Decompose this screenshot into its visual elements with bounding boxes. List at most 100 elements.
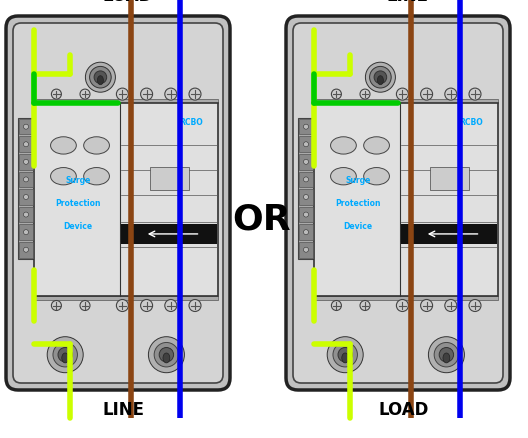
Text: RCBO: RCBO <box>179 118 203 127</box>
Text: Device: Device <box>63 222 93 231</box>
Ellipse shape <box>342 353 348 363</box>
Bar <box>306 195 316 209</box>
Bar <box>19 172 33 187</box>
Circle shape <box>374 71 386 84</box>
Circle shape <box>116 88 128 100</box>
Bar <box>299 189 313 205</box>
Circle shape <box>80 300 90 311</box>
Text: RCBO: RCBO <box>459 118 483 127</box>
Circle shape <box>360 89 370 99</box>
Circle shape <box>24 142 29 147</box>
Bar <box>19 154 33 170</box>
Circle shape <box>469 88 481 100</box>
Circle shape <box>469 300 481 311</box>
Circle shape <box>434 343 459 367</box>
Bar <box>26 195 36 209</box>
Circle shape <box>47 337 83 373</box>
Bar <box>480 166 490 180</box>
Circle shape <box>189 88 201 100</box>
Circle shape <box>24 177 29 182</box>
Circle shape <box>332 89 342 99</box>
FancyBboxPatch shape <box>286 16 510 390</box>
Text: Protection: Protection <box>55 199 101 208</box>
Ellipse shape <box>51 137 77 154</box>
Circle shape <box>360 300 370 311</box>
Ellipse shape <box>443 353 450 363</box>
Text: LINE: LINE <box>386 0 428 5</box>
Circle shape <box>140 88 153 100</box>
Circle shape <box>365 62 395 92</box>
Bar <box>299 137 313 152</box>
Circle shape <box>445 88 457 100</box>
Circle shape <box>90 67 111 88</box>
Bar <box>200 224 210 238</box>
Circle shape <box>370 67 391 88</box>
Bar <box>19 137 33 152</box>
Circle shape <box>304 212 308 217</box>
Circle shape <box>338 347 352 362</box>
Circle shape <box>397 88 408 100</box>
Circle shape <box>148 337 184 373</box>
Circle shape <box>24 194 29 199</box>
Bar <box>200 166 210 180</box>
Circle shape <box>94 71 107 84</box>
Bar <box>26 166 36 180</box>
Bar <box>121 224 217 244</box>
Bar <box>34 99 218 103</box>
Circle shape <box>421 300 432 311</box>
Bar <box>18 118 34 258</box>
Circle shape <box>332 300 342 311</box>
Bar <box>34 103 218 296</box>
Circle shape <box>165 88 177 100</box>
Ellipse shape <box>83 168 109 185</box>
FancyBboxPatch shape <box>13 23 223 383</box>
Ellipse shape <box>51 168 77 185</box>
Text: LOAD: LOAD <box>378 401 428 419</box>
Circle shape <box>189 300 201 311</box>
Circle shape <box>24 159 29 164</box>
Bar <box>19 242 33 258</box>
Bar <box>430 166 469 190</box>
Bar <box>306 224 316 238</box>
Circle shape <box>304 159 308 164</box>
Bar <box>299 224 313 240</box>
Circle shape <box>304 124 308 129</box>
Bar <box>480 224 490 238</box>
Ellipse shape <box>364 168 390 185</box>
Bar <box>314 103 498 296</box>
Circle shape <box>165 300 177 311</box>
Bar <box>19 119 33 134</box>
Circle shape <box>304 194 308 199</box>
Text: Device: Device <box>344 222 373 231</box>
Bar <box>480 195 490 209</box>
Circle shape <box>397 300 408 311</box>
Circle shape <box>154 343 178 367</box>
Circle shape <box>51 89 61 99</box>
Bar <box>26 224 36 238</box>
Circle shape <box>304 142 308 147</box>
Bar <box>299 154 313 170</box>
Circle shape <box>445 300 457 311</box>
Bar <box>34 296 218 300</box>
Circle shape <box>24 212 29 217</box>
Bar <box>19 224 33 240</box>
Text: Surge: Surge <box>65 176 91 184</box>
FancyBboxPatch shape <box>293 23 503 383</box>
Ellipse shape <box>97 76 103 85</box>
Bar <box>200 195 210 209</box>
Circle shape <box>51 300 61 311</box>
Ellipse shape <box>378 76 383 85</box>
Text: LOAD: LOAD <box>102 0 153 5</box>
Circle shape <box>421 88 432 100</box>
Circle shape <box>24 124 29 129</box>
Bar <box>314 296 498 300</box>
Circle shape <box>327 337 363 373</box>
Text: Surge: Surge <box>345 176 371 184</box>
FancyBboxPatch shape <box>6 16 230 390</box>
Bar <box>314 99 498 103</box>
Circle shape <box>86 62 116 92</box>
Circle shape <box>304 177 308 182</box>
Bar <box>299 242 313 258</box>
Circle shape <box>304 230 308 235</box>
Circle shape <box>304 247 308 252</box>
